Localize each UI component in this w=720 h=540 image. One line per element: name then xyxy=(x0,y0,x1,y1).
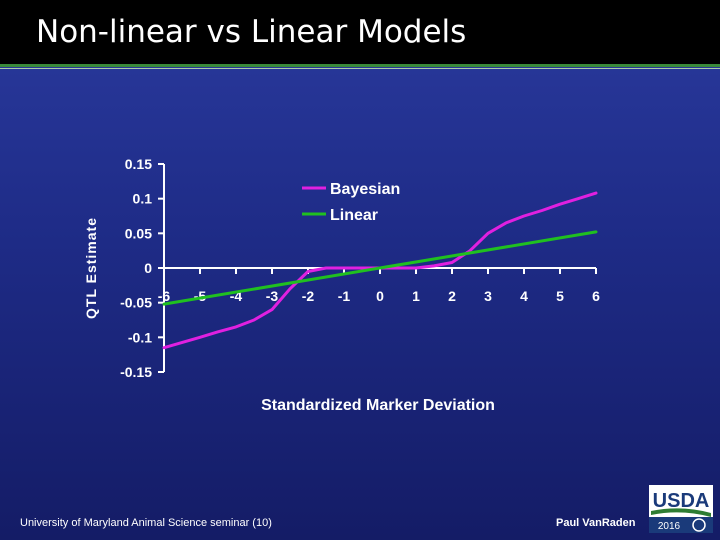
y-tick-label: 0.05 xyxy=(125,225,152,241)
x-tick-label: -2 xyxy=(302,288,315,304)
y-tick-label: 0.15 xyxy=(125,156,152,172)
chart-legend: Bayesian Linear xyxy=(302,181,400,224)
x-tick-label: 4 xyxy=(520,288,528,304)
x-tick-label: -6 xyxy=(158,288,171,304)
x-tick-label: 5 xyxy=(556,288,564,304)
y-tick-label: -0.05 xyxy=(120,295,152,311)
y-tick-label: -0.1 xyxy=(128,329,152,345)
usda-aip-logo: USDA 2016 xyxy=(649,485,713,533)
x-tick-label: -3 xyxy=(266,288,279,304)
logo-year: 2016 xyxy=(658,521,681,532)
x-tick-label: -1 xyxy=(338,288,351,304)
legend-label: Bayesian xyxy=(330,181,400,198)
x-tick-label: 3 xyxy=(484,288,492,304)
x-tick-label: 6 xyxy=(592,288,600,304)
chart-series xyxy=(162,191,598,350)
y-axis-label: QTL Estimate xyxy=(83,217,99,319)
x-axis-label: Standardized Marker Deviation xyxy=(261,397,495,414)
chart-axes: 0.150.10.050-0.05-0.1-0.15-6 -5 -4 -3 -2 -1 0 1… xyxy=(120,156,600,380)
legend-label: Linear xyxy=(330,207,378,224)
series-line-linear xyxy=(162,230,598,306)
y-tick-label: -0.15 xyxy=(120,364,152,380)
accent-rule xyxy=(0,64,720,67)
accent-rule-thin xyxy=(0,68,720,69)
y-tick-label: 0 xyxy=(144,260,152,276)
y-tick-label: 0.1 xyxy=(133,191,153,207)
x-tick-label: 2 xyxy=(448,288,456,304)
title-bar xyxy=(0,0,720,66)
x-tick-label: 1 xyxy=(412,288,420,304)
footer-seminar: University of Maryland Animal Science se… xyxy=(20,517,272,529)
logo-text: USDA xyxy=(653,490,710,512)
slide-title: Non-linear vs Linear Models xyxy=(36,14,467,50)
x-tick-label: 0 xyxy=(376,288,384,304)
footer-author: Paul VanRaden xyxy=(556,517,636,529)
